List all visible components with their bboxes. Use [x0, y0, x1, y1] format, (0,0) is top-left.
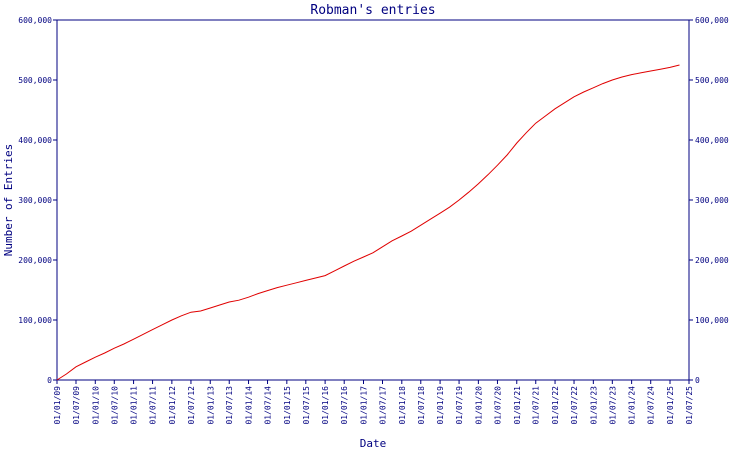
- x-tick-label: 01/01/17: [360, 386, 369, 425]
- x-tick-label: 01/01/15: [283, 386, 292, 425]
- y-axis-right: 0 100,000 200,000 300,000 400,000 500,000 600,…: [689, 16, 729, 385]
- y-tick-label-right: 0: [695, 376, 700, 385]
- x-tick-label: 01/07/10: [110, 386, 119, 425]
- x-tick-label: 01/01/10: [91, 386, 100, 425]
- x-tick-label: 01/01/14: [245, 386, 254, 425]
- y-axis-label: Number of Entries: [2, 144, 15, 257]
- x-tick-label: 01/07/23: [608, 386, 617, 425]
- y-tick-label-left: 300,000: [18, 196, 52, 205]
- x-tick-label: 01/07/14: [264, 386, 273, 425]
- x-tick-label: 01/07/11: [149, 386, 158, 425]
- x-tick-label: 01/01/23: [589, 386, 598, 425]
- y-tick-label-left: 200,000: [18, 256, 52, 265]
- x-tick-label: 01/01/24: [628, 386, 637, 425]
- x-axis-label: Date: [360, 437, 387, 450]
- x-tick-label: 01/01/16: [321, 386, 330, 425]
- x-tick-label: 01/01/09: [53, 386, 62, 425]
- y-tick-label-right: 500,000: [695, 76, 729, 85]
- y-tick-label-left: 0: [47, 376, 52, 385]
- x-tick-label: 01/01/13: [206, 386, 215, 425]
- x-tick-label: 01/07/12: [187, 386, 196, 425]
- x-tick-label: 01/07/09: [72, 386, 81, 425]
- x-tick-label: 01/01/21: [513, 386, 522, 425]
- x-tick-label: 01/01/12: [168, 386, 177, 425]
- y-tick-label-left: 500,000: [18, 76, 52, 85]
- x-tick-label: 01/01/25: [666, 386, 675, 425]
- y-tick-label-right: 300,000: [695, 196, 729, 205]
- y-axis-left: 0 100,000 200,000 300,000 400,000 500,000 600,…: [18, 16, 57, 385]
- x-tick-label: 01/07/22: [570, 386, 579, 425]
- x-axis: 01/01/09 01/07/09 01/01/10 01/07/10 01/01/11…: [53, 380, 694, 425]
- x-tick-label: 01/07/19: [455, 386, 464, 425]
- x-tick-label: 01/07/21: [532, 386, 541, 425]
- x-tick-label: 01/01/20: [474, 386, 483, 425]
- x-tick-label: 01/01/19: [436, 386, 445, 425]
- x-tick-label: 01/07/20: [493, 386, 502, 425]
- x-tick-label: 01/01/11: [130, 386, 139, 425]
- x-tick-label: 01/07/15: [302, 386, 311, 425]
- x-tick-label: 01/07/16: [340, 386, 349, 425]
- x-tick-label: 01/07/25: [685, 386, 694, 425]
- y-tick-label-left: 600,000: [18, 16, 52, 25]
- y-tick-label-right: 400,000: [695, 136, 729, 145]
- chart-title: Robman's entries: [310, 3, 435, 18]
- x-tick-label: 01/07/17: [378, 386, 387, 425]
- x-tick-label: 01/07/18: [417, 386, 426, 425]
- y-tick-label-left: 400,000: [18, 136, 52, 145]
- plot-frame: [56, 19, 690, 381]
- y-tick-label-right: 600,000: [695, 16, 729, 25]
- series-line: [56, 64, 680, 381]
- x-tick-label: 01/07/24: [647, 386, 656, 425]
- series-layer: [56, 64, 680, 381]
- x-tick-label: 01/01/18: [398, 386, 407, 425]
- y-tick-label-left: 100,000: [18, 316, 52, 325]
- x-tick-label: 01/07/13: [225, 386, 234, 425]
- y-tick-label-right: 100,000: [695, 316, 729, 325]
- y-tick-label-right: 200,000: [695, 256, 729, 265]
- x-tick-label: 01/01/22: [551, 386, 560, 425]
